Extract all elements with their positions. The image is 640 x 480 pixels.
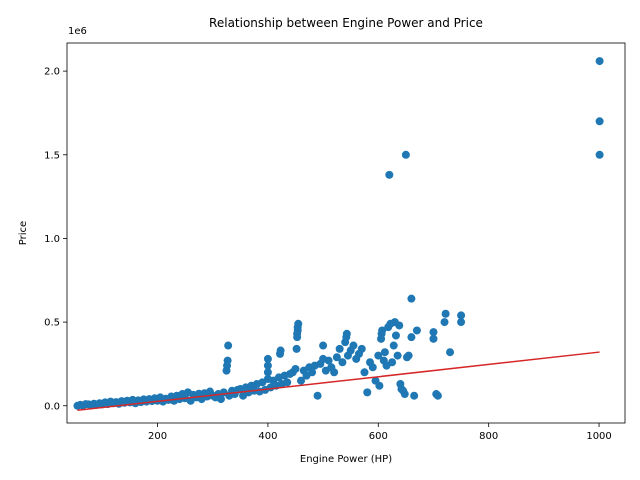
x-tick-label: 600: [369, 431, 388, 442]
data-point: [440, 318, 449, 327]
data-point: [263, 368, 272, 377]
data-point: [313, 391, 322, 400]
data-point: [357, 344, 366, 353]
data-point: [360, 368, 369, 377]
data-point: [324, 356, 333, 365]
data-point: [332, 353, 341, 362]
x-tick-label: 800: [479, 431, 498, 442]
data-point: [342, 329, 351, 338]
data-point: [380, 348, 389, 357]
chart-title: Relationship between Engine Power and Pr…: [209, 16, 483, 30]
data-point: [263, 361, 272, 370]
data-point: [395, 321, 404, 330]
data-point: [389, 341, 398, 350]
data-point: [216, 395, 225, 404]
x-axis-label: Engine Power (HP): [300, 454, 392, 465]
y-tick-label: 2.0: [44, 67, 60, 78]
data-point: [407, 294, 416, 303]
y-tick-label: 0.0: [44, 401, 60, 412]
data-point: [595, 150, 604, 159]
data-point: [283, 378, 292, 387]
data-point: [410, 391, 419, 400]
data-point: [433, 391, 442, 400]
y-tick-label: 0.5: [44, 318, 60, 329]
x-tick-label: 1000: [586, 431, 611, 442]
data-point: [446, 348, 455, 357]
data-point: [400, 390, 409, 399]
data-point: [429, 334, 438, 343]
data-point: [374, 351, 383, 360]
data-point: [291, 364, 300, 373]
data-point: [407, 333, 416, 342]
x-axis-ticks: 200 400 600 800 1000: [148, 423, 612, 442]
data-point: [404, 351, 413, 360]
data-point: [363, 388, 372, 397]
y-axis-ticks: 0.0 0.5 1.0 1.5 2.0: [44, 67, 67, 412]
data-point: [223, 356, 232, 365]
data-point: [388, 358, 397, 367]
trendline-layer: [77, 351, 600, 412]
x-tick-label: 200: [148, 431, 167, 442]
data-point: [368, 363, 377, 372]
data-point: [338, 358, 347, 367]
data-point: [297, 376, 306, 385]
data-point: [595, 57, 604, 66]
data-point: [457, 311, 466, 320]
data-point: [393, 351, 402, 360]
data-point: [330, 368, 339, 377]
data-point: [375, 381, 384, 390]
data-point: [308, 368, 317, 377]
y-tick-label: 1.0: [44, 234, 60, 245]
y-axis-label: Price: [18, 221, 29, 245]
data-point: [276, 346, 285, 355]
data-point: [335, 344, 344, 353]
y-offset-label: 1e6: [68, 26, 87, 37]
data-point: [224, 341, 233, 350]
trendline: [77, 351, 600, 412]
data-point: [349, 341, 358, 350]
y-tick-label: 1.5: [44, 150, 60, 161]
data-point: [595, 117, 604, 126]
data-point: [292, 344, 301, 353]
data-point: [412, 326, 421, 335]
data-point: [391, 331, 400, 340]
data-point: [319, 341, 328, 350]
data-point: [401, 150, 410, 159]
data-point: [429, 328, 438, 337]
data-point: [385, 170, 394, 179]
data-point: [263, 354, 272, 363]
data-point: [457, 318, 466, 327]
data-point: [294, 319, 303, 328]
data-point: [378, 326, 387, 335]
plot-frame: [66, 42, 626, 424]
data-point: [441, 309, 450, 318]
x-tick-label: 400: [258, 431, 277, 442]
